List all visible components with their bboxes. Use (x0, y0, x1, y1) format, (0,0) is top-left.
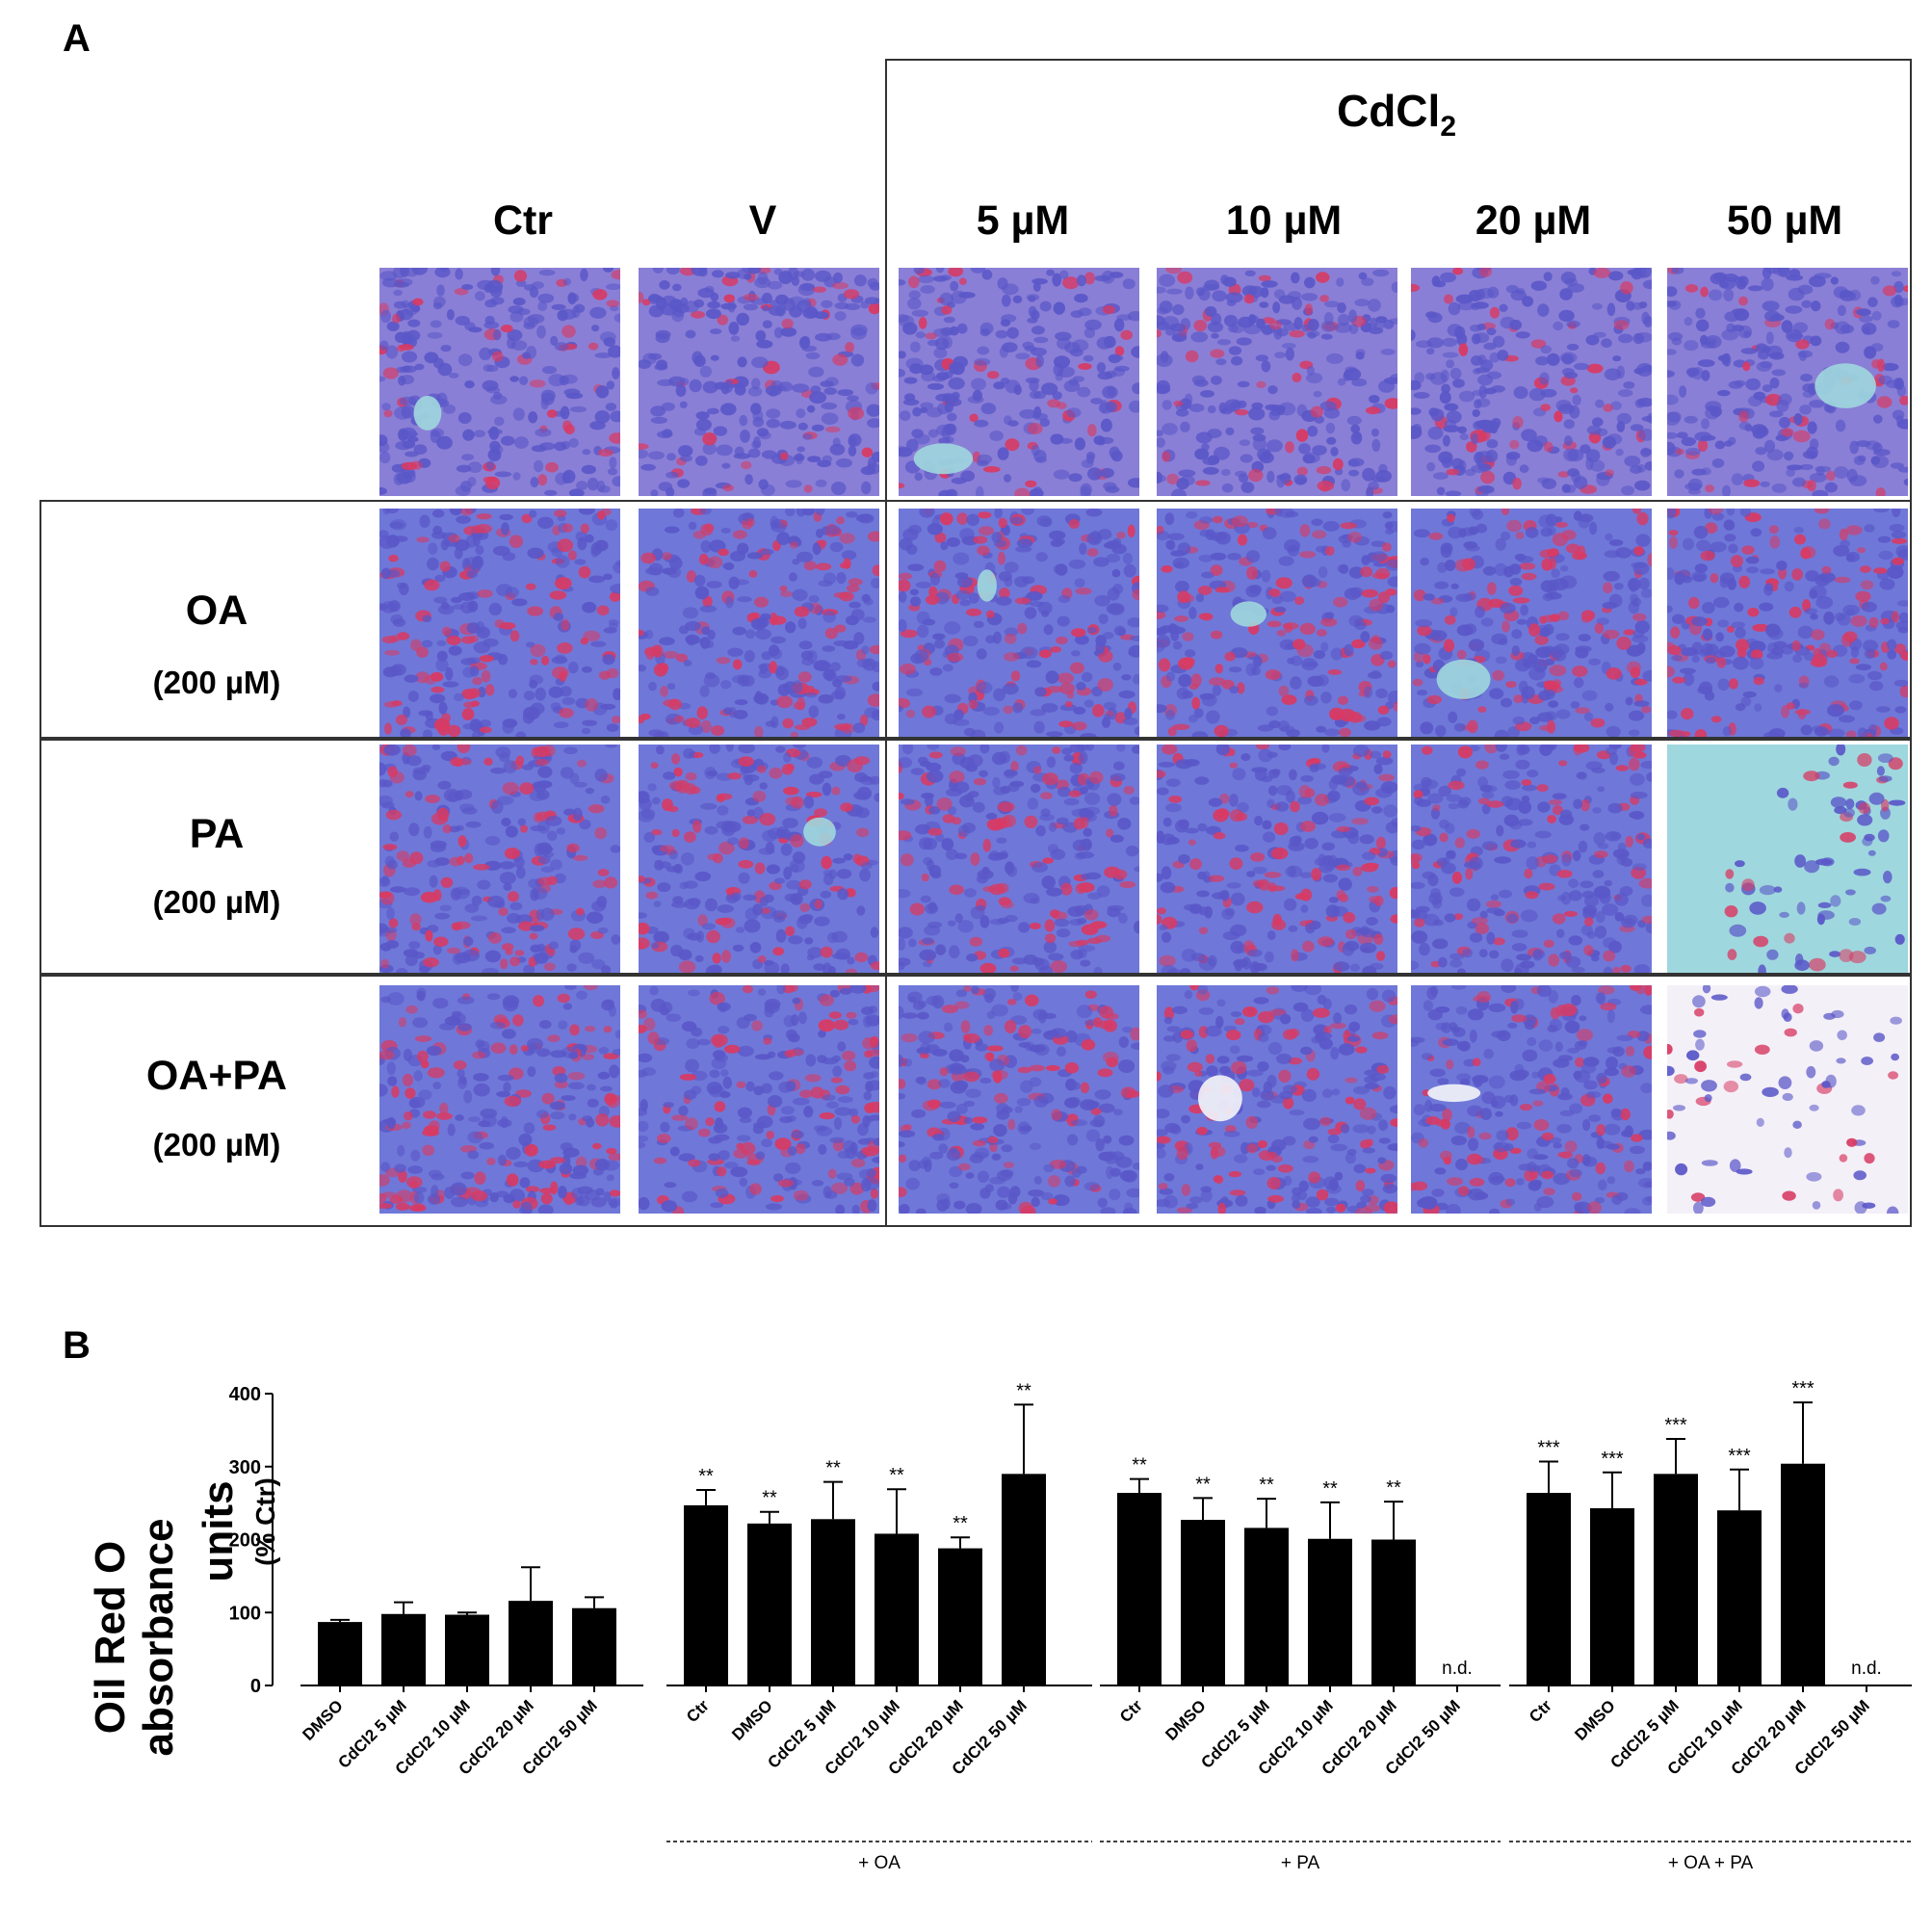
micrograph-r1-c0 (379, 509, 620, 737)
sig-label-g2-4: ** (1386, 1477, 1401, 1499)
micrograph-r3-c5 (1667, 985, 1908, 1214)
column-header-ctr: Ctr (403, 197, 643, 245)
x-tick-label-g2-1: DMSO (1162, 1696, 1209, 1743)
group-label-3: + OA + PA (1668, 1853, 1754, 1873)
bar-g1-2 (811, 1519, 855, 1685)
sig-label-g1-4: ** (953, 1513, 968, 1534)
micrograph-r2-c4 (1411, 745, 1652, 973)
bar-g2-0 (1117, 1493, 1162, 1685)
micrograph-r1-c1 (639, 509, 879, 737)
x-tick-label-g1-1: DMSO (728, 1696, 775, 1743)
micrograph-r1-c2 (899, 509, 1139, 737)
micrograph-r0-c1 (639, 268, 879, 496)
micrograph-r1-c4 (1411, 509, 1652, 737)
bar-g1-0 (684, 1505, 728, 1685)
bar-g1-4 (938, 1549, 982, 1685)
sig-label-g1-0: ** (698, 1466, 714, 1487)
sig-label-g3-5: n.d. (1851, 1659, 1882, 1679)
sig-label-g1-1: ** (762, 1488, 777, 1509)
bar-g3-4 (1781, 1464, 1825, 1685)
bar-g2-1 (1181, 1520, 1225, 1685)
group-label-2: + PA (1281, 1853, 1320, 1873)
bar-g2-3 (1308, 1539, 1352, 1685)
bar-g1-5 (1002, 1474, 1046, 1685)
y-tick-label-2: 200 (229, 1530, 261, 1552)
bar-g0-0 (318, 1622, 362, 1685)
sig-label-g3-4: *** (1791, 1378, 1815, 1399)
micrograph-r3-c1 (639, 985, 879, 1214)
micrograph-r2-c2 (899, 745, 1139, 973)
micrograph-r0-c5 (1667, 268, 1908, 496)
micrograph-r1-c5 (1667, 509, 1908, 737)
micrograph-r0-c3 (1157, 268, 1397, 496)
x-tick-label-g3-1: DMSO (1571, 1696, 1618, 1743)
y-tick-label-4: 400 (229, 1384, 261, 1405)
sig-label-g2-3: ** (1322, 1478, 1338, 1500)
micrograph-r3-c4 (1411, 985, 1652, 1214)
micrograph-r2-c0 (379, 745, 620, 973)
sig-label-g3-1: *** (1601, 1449, 1624, 1470)
micrograph-r1-c3 (1157, 509, 1397, 737)
micrograph-r0-c0 (379, 268, 620, 496)
sig-label-g1-3: ** (889, 1465, 904, 1486)
bar-g2-2 (1244, 1528, 1289, 1685)
micrograph-r3-c2 (899, 985, 1139, 1214)
bar-g0-3 (509, 1601, 553, 1685)
micrograph-r3-c0 (379, 985, 620, 1214)
sig-label-g1-2: ** (825, 1458, 841, 1479)
bar-g3-2 (1654, 1474, 1698, 1685)
y-tick-label-0: 0 (250, 1676, 261, 1697)
micrograph-r2-c3 (1157, 745, 1397, 973)
sig-label-g3-0: *** (1537, 1437, 1560, 1458)
x-tick-label-g0-0: DMSO (299, 1696, 346, 1743)
bar-g0-1 (381, 1614, 426, 1685)
sig-label-g1-5: ** (1016, 1380, 1031, 1401)
cdcl2-group-label: CdCl2 (1252, 85, 1541, 144)
bar-g1-3 (875, 1533, 919, 1685)
sig-label-g2-1: ** (1195, 1474, 1211, 1495)
micrograph-r2-c5 (1667, 745, 1908, 973)
micrograph-r3-c3 (1157, 985, 1397, 1214)
group-label-1: + OA (858, 1853, 901, 1873)
bar-g0-2 (445, 1615, 489, 1685)
column-header-50um: 50 µM (1664, 197, 1905, 245)
bar-g3-3 (1717, 1510, 1762, 1685)
column-header-v: V (642, 197, 883, 245)
column-header-20um: 20 µM (1413, 197, 1654, 245)
x-tick-label-g2-0: Ctr (1116, 1696, 1146, 1726)
sig-label-g2-2: ** (1259, 1475, 1274, 1496)
sig-label-g3-2: *** (1664, 1415, 1687, 1436)
bar-g1-1 (747, 1524, 792, 1685)
column-header-10um: 10 µM (1163, 197, 1404, 245)
x-tick-label-g1-0: Ctr (683, 1696, 713, 1726)
column-header-5um: 5 µM (902, 197, 1143, 245)
sig-label-g3-3: *** (1728, 1446, 1751, 1467)
bar-g0-4 (572, 1608, 616, 1685)
sig-label-g2-5: n.d. (1442, 1659, 1473, 1679)
y-tick-label-3: 300 (229, 1457, 261, 1478)
bar-g3-0 (1527, 1493, 1571, 1685)
x-tick-label-g3-0: Ctr (1526, 1696, 1555, 1726)
micrograph-r0-c2 (899, 268, 1139, 496)
micrograph-r0-c4 (1411, 268, 1652, 496)
bar-g2-4 (1371, 1540, 1416, 1686)
y-tick-label-1: 100 (229, 1603, 261, 1624)
sig-label-g2-0: ** (1132, 1455, 1147, 1476)
micrograph-r2-c1 (639, 745, 879, 973)
bar-g3-1 (1590, 1508, 1634, 1685)
panel-a-letter: A (63, 17, 91, 61)
